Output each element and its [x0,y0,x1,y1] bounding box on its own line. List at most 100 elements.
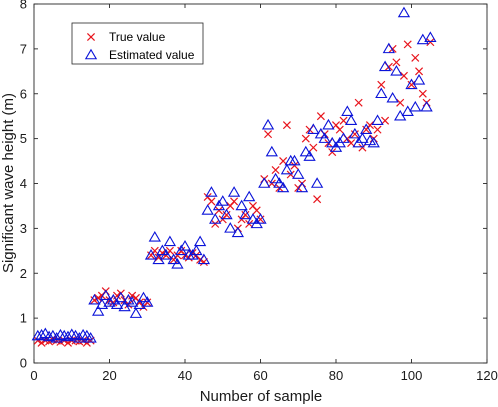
legend: True value Estimated value [71,22,204,65]
data-point-estimated-value [107,293,120,305]
data-point-true-value [399,71,408,80]
data-point-estimated-value [42,330,56,342]
data-point-true-value [377,80,386,89]
data-point-estimated-value [318,132,331,143]
data-point-estimated-value [344,114,358,125]
data-point-estimated-value [254,213,267,224]
data-point-true-value [392,58,401,67]
data-point-true-value [328,148,337,157]
data-point-estimated-value [424,31,437,42]
data-point-estimated-value [375,87,388,99]
data-point-estimated-value [95,298,109,309]
data-point-true-value [245,219,254,228]
data-point-estimated-value [231,226,245,238]
data-point-estimated-value [367,136,380,148]
data-point-true-value [403,40,412,49]
data-point-estimated-value [54,328,67,340]
data-point-estimated-value [386,91,399,103]
x-axis: 0 20 40 60 80 100 120 [30,4,498,383]
y-tick-label: 6 [20,86,27,101]
data-point-true-value [335,125,344,134]
legend-x-marker [86,32,96,42]
data-point-true-value [94,293,103,302]
y-tick-label: 8 [20,0,27,12]
data-point-true-value [381,116,390,125]
data-point-estimated-value [295,181,309,193]
data-point-estimated-value [163,235,177,247]
data-point-estimated-value [99,289,112,300]
data-point-true-value [143,298,152,307]
data-point-estimated-value [61,330,75,342]
y-tick-label: 1 [20,311,27,326]
data-point-true-value [418,89,427,98]
x-tick-label: 120 [476,368,498,383]
legend-marker-true-value [86,32,96,42]
data-point-estimated-value [310,177,324,188]
data-point-estimated-value [65,328,78,340]
data-point-estimated-value [114,291,127,303]
data-point-estimated-value [220,208,233,220]
y-tick-label: 7 [20,41,27,56]
data-point-estimated-value [258,177,271,188]
data-point-estimated-value [348,127,362,139]
data-point-estimated-value [420,100,433,112]
data-point-estimated-value [326,136,339,148]
data-point-true-value [267,179,276,188]
data-point-true-value [90,296,99,305]
data-point-estimated-value [125,296,139,307]
data-point-estimated-value [409,100,422,112]
y-tick-label: 3 [20,221,27,236]
data-point-estimated-value [216,195,229,206]
data-point-true-value [290,161,299,170]
data-point-true-value [222,210,231,219]
data-point-estimated-value [190,244,203,256]
data-point-estimated-value [205,186,218,197]
data-point-estimated-value [412,73,426,85]
data-point-true-value [207,197,216,206]
data-point-estimated-value [58,329,71,341]
legend-label-estimated-value: Estimated value [109,48,195,62]
y-tick-label: 4 [20,176,27,191]
data-point-estimated-value [261,118,275,130]
data-point-estimated-value [92,305,105,316]
y-axis: 0 1 2 3 4 5 6 7 8 [20,0,487,371]
data-point-true-value [241,210,250,219]
x-axis-label: Number of sample [200,388,323,405]
data-point-estimated-value [159,249,173,260]
data-point-true-value [271,166,280,175]
data-point-true-value [411,53,420,62]
data-point-true-value [426,38,435,47]
x-tick-label: 60 [253,368,267,383]
data-point-estimated-value [299,145,312,157]
data-point-true-value [230,197,239,206]
data-point-true-value [396,98,405,107]
data-point-true-value [282,121,291,130]
data-point-estimated-value [50,332,63,343]
y-tick-label: 5 [20,131,27,146]
data-point-estimated-value [31,329,44,341]
data-point-estimated-value [73,332,86,343]
legend-label-true-value: True value [109,30,166,44]
x-tick-label: 40 [178,368,192,383]
data-point-true-value [82,338,91,347]
data-point-estimated-value [397,6,411,18]
data-point-estimated-value [273,177,286,188]
data-point-true-value [279,157,288,166]
data-point-estimated-value [129,307,143,318]
data-point-estimated-value [84,332,97,343]
data-point-true-value [264,130,273,139]
data-point-estimated-value [110,298,124,309]
data-point-true-value [214,206,223,215]
data-point-true-value [354,98,363,107]
data-point-true-value [415,67,424,76]
y-tick-label: 2 [20,266,27,281]
data-point-estimated-value [276,181,290,193]
data-point-estimated-value [307,123,320,134]
legend-triangle-marker [84,48,98,60]
data-point-estimated-value [360,123,373,134]
data-point-true-value [358,143,367,152]
data-point-estimated-value [103,296,116,307]
data-point-estimated-value [246,213,260,224]
data-point-estimated-value [197,253,211,265]
data-point-estimated-value [280,163,294,175]
